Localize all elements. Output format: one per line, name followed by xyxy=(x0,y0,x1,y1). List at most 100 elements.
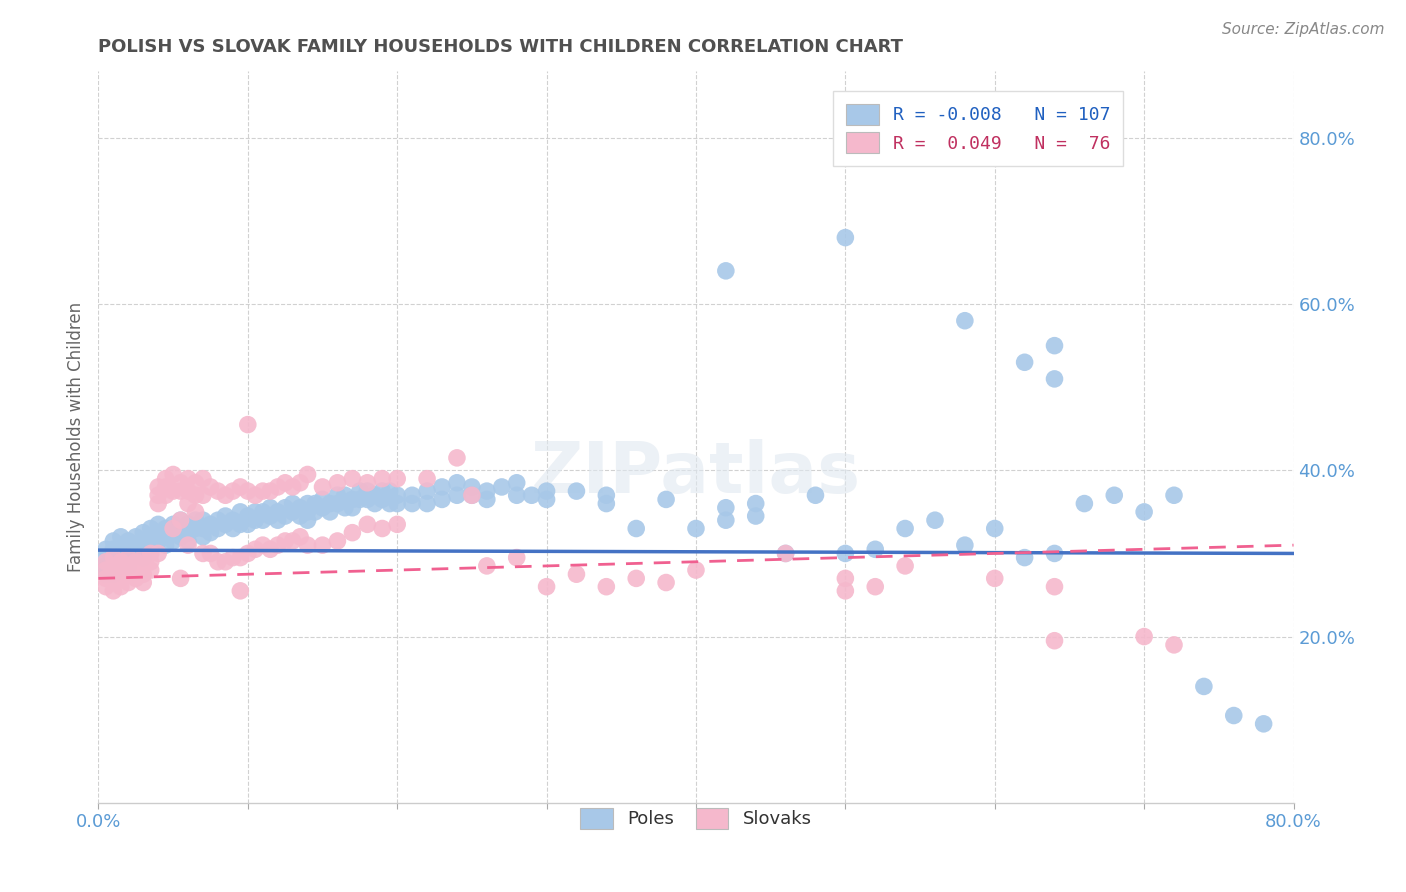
Point xyxy=(745,509,768,524)
Point xyxy=(401,497,423,511)
Point xyxy=(229,505,252,519)
Point xyxy=(207,521,229,535)
Point xyxy=(162,533,184,548)
Point xyxy=(222,484,245,499)
Point xyxy=(110,538,132,552)
Point xyxy=(132,558,155,573)
Point xyxy=(297,513,319,527)
Point xyxy=(155,530,177,544)
Point xyxy=(200,525,222,540)
Point xyxy=(274,509,297,524)
Point xyxy=(207,555,229,569)
Point xyxy=(139,546,162,560)
Point xyxy=(536,484,558,499)
Point xyxy=(103,558,125,573)
Point xyxy=(274,533,297,548)
Point xyxy=(236,517,259,532)
Point xyxy=(349,484,371,499)
Point xyxy=(714,264,737,278)
Point xyxy=(139,521,162,535)
Point xyxy=(274,475,297,490)
Point xyxy=(626,521,648,535)
Point xyxy=(94,580,117,594)
Point xyxy=(148,533,170,548)
Point xyxy=(103,583,125,598)
Point xyxy=(356,475,378,490)
Point xyxy=(430,480,453,494)
Point xyxy=(1043,580,1066,594)
Point xyxy=(461,480,484,494)
Point xyxy=(865,542,887,557)
Point xyxy=(311,480,333,494)
Point xyxy=(177,472,200,486)
Point xyxy=(117,558,139,573)
Point xyxy=(984,521,1007,535)
Point xyxy=(371,492,394,507)
Text: POLISH VS SLOVAK FAMILY HOUSEHOLDS WITH CHILDREN CORRELATION CHART: POLISH VS SLOVAK FAMILY HOUSEHOLDS WITH … xyxy=(98,38,904,56)
Point xyxy=(191,530,214,544)
Point xyxy=(229,583,252,598)
Point xyxy=(430,492,453,507)
Point xyxy=(94,550,117,565)
Point xyxy=(103,550,125,565)
Point xyxy=(177,484,200,499)
Point xyxy=(655,492,678,507)
Point xyxy=(103,567,125,582)
Point xyxy=(475,558,498,573)
Point xyxy=(288,500,311,515)
Point xyxy=(169,521,191,535)
Point xyxy=(200,546,222,560)
Text: ZIPatlas: ZIPatlas xyxy=(531,439,860,508)
Point xyxy=(148,497,170,511)
Point xyxy=(1043,338,1066,352)
Point xyxy=(103,550,125,565)
Point xyxy=(191,521,214,535)
Point xyxy=(214,517,236,532)
Point xyxy=(1104,488,1126,502)
Point xyxy=(267,513,290,527)
Point xyxy=(714,513,737,527)
Point xyxy=(94,542,117,557)
Point xyxy=(222,521,245,535)
Point xyxy=(259,542,281,557)
Point xyxy=(132,550,155,565)
Point xyxy=(169,484,191,499)
Point xyxy=(184,521,207,535)
Point xyxy=(326,497,349,511)
Point xyxy=(184,505,207,519)
Point xyxy=(155,521,177,535)
Point xyxy=(132,550,155,565)
Point xyxy=(595,580,617,594)
Point xyxy=(356,492,378,507)
Point xyxy=(148,517,170,532)
Point xyxy=(446,488,468,502)
Point xyxy=(132,575,155,590)
Point xyxy=(1043,546,1066,560)
Point xyxy=(475,492,498,507)
Point xyxy=(865,580,887,594)
Point xyxy=(110,530,132,544)
Point xyxy=(326,488,349,502)
Point xyxy=(834,583,856,598)
Point xyxy=(191,546,214,560)
Point xyxy=(281,480,304,494)
Point xyxy=(311,500,333,515)
Point xyxy=(214,488,236,502)
Point xyxy=(371,484,394,499)
Point xyxy=(236,546,259,560)
Point xyxy=(177,533,200,548)
Point xyxy=(385,472,409,486)
Point xyxy=(304,497,326,511)
Point xyxy=(259,484,281,499)
Point xyxy=(148,525,170,540)
Point xyxy=(333,500,356,515)
Point xyxy=(184,475,207,490)
Point xyxy=(364,488,387,502)
Point xyxy=(326,475,349,490)
Point xyxy=(191,513,214,527)
Point xyxy=(236,484,259,499)
Point xyxy=(371,472,394,486)
Point xyxy=(162,467,184,482)
Point xyxy=(1253,716,1275,731)
Point xyxy=(385,517,409,532)
